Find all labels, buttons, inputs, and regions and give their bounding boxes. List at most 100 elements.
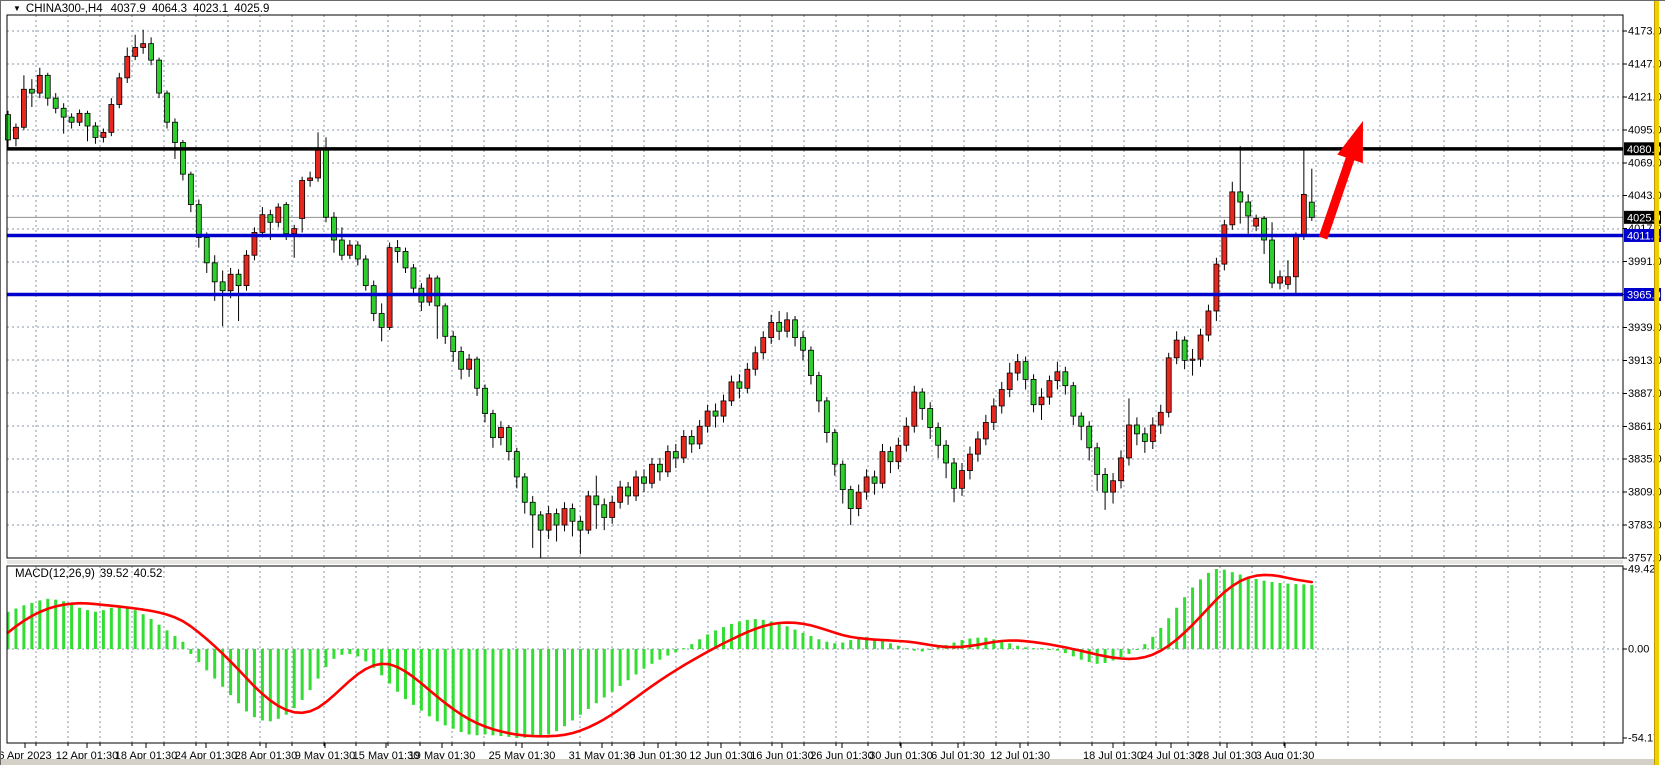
candle-body bbox=[808, 349, 814, 376]
candle-body bbox=[164, 92, 170, 123]
macd-bar bbox=[1143, 644, 1147, 649]
price-badge bbox=[1624, 142, 1661, 156]
macd-bar bbox=[252, 649, 256, 718]
candle-body bbox=[919, 391, 926, 409]
macd-bar bbox=[594, 649, 598, 704]
macd-bar bbox=[229, 649, 233, 696]
candle-body bbox=[1149, 424, 1156, 442]
candle-body bbox=[362, 258, 369, 287]
macd-bar bbox=[427, 649, 431, 717]
macd-bar bbox=[245, 649, 248, 712]
window-divider-strip[interactable] bbox=[1655, 1, 1659, 765]
price-axis-label: 4095.0 bbox=[1628, 124, 1662, 136]
candle-body bbox=[577, 520, 584, 531]
candle-body bbox=[1134, 424, 1140, 435]
macd-bar bbox=[873, 638, 877, 649]
candle-body bbox=[585, 495, 592, 531]
macd-bar bbox=[809, 636, 813, 649]
candle-body bbox=[410, 267, 417, 289]
macd-name: MACD(12,26,9) bbox=[15, 568, 95, 580]
candle-body bbox=[235, 273, 242, 287]
candle-body bbox=[346, 244, 353, 256]
candle-body bbox=[641, 476, 647, 484]
macd-bar bbox=[928, 649, 932, 650]
macd-bar bbox=[515, 649, 519, 738]
symbol-period-label: CHINA300-,H4 bbox=[25, 3, 103, 15]
macd-bar bbox=[936, 647, 940, 649]
candle-body bbox=[601, 504, 608, 518]
candle-body bbox=[1300, 194, 1307, 237]
macd-bar bbox=[753, 619, 757, 649]
macd-panel-border bbox=[6, 565, 1624, 744]
panel-separator[interactable] bbox=[7, 560, 1623, 564]
candle-body bbox=[633, 476, 639, 497]
candle-body bbox=[998, 389, 1005, 407]
candle-body bbox=[712, 410, 719, 417]
symbol-dropdown-icon[interactable]: ▼ bbox=[13, 4, 21, 13]
macd-bar bbox=[499, 649, 503, 737]
price-axis-label: 4043.0 bbox=[1628, 190, 1662, 202]
macd-bar bbox=[86, 610, 89, 649]
macd-bar bbox=[125, 607, 129, 649]
macd-bar bbox=[372, 649, 376, 668]
candle-body bbox=[36, 74, 43, 94]
macd-bar bbox=[825, 641, 829, 649]
candle-body bbox=[156, 59, 162, 94]
macd-bar bbox=[133, 610, 137, 649]
candle-body bbox=[251, 232, 258, 256]
macd-bar bbox=[157, 624, 161, 649]
macd-bar bbox=[1270, 581, 1274, 649]
candle-body bbox=[505, 427, 512, 452]
macd-axis-label: -54.17 bbox=[1628, 733, 1659, 745]
macd-bar bbox=[93, 611, 97, 649]
candle-body bbox=[1062, 371, 1069, 387]
candle-body bbox=[728, 381, 735, 402]
macd-bar bbox=[531, 649, 535, 737]
candle-body bbox=[84, 112, 91, 127]
macd-bar bbox=[1246, 576, 1250, 649]
macd-bar bbox=[6, 611, 10, 649]
macd-bar bbox=[46, 598, 50, 649]
candle-body bbox=[1141, 433, 1148, 442]
candle-body bbox=[1014, 361, 1021, 374]
price-axis-label: 3757.0 bbox=[1628, 553, 1662, 565]
candle-body bbox=[720, 400, 727, 417]
candle-body bbox=[394, 247, 401, 252]
candle-body bbox=[354, 244, 361, 260]
macd-bar bbox=[1063, 649, 1067, 654]
macd-bar bbox=[340, 649, 344, 655]
candle-body bbox=[490, 413, 496, 439]
candle-body bbox=[402, 251, 409, 269]
macd-bar bbox=[1087, 649, 1091, 663]
candle-body bbox=[1197, 334, 1204, 360]
price-badge-text: 3965.0 bbox=[1627, 290, 1661, 302]
macd-bar bbox=[833, 643, 837, 649]
macd-bar bbox=[714, 630, 718, 649]
macd-bar bbox=[268, 649, 272, 722]
candle-body bbox=[609, 501, 616, 518]
macd-bar bbox=[650, 649, 654, 664]
macd-bar bbox=[459, 649, 463, 732]
macd-bar bbox=[658, 649, 662, 660]
macd-bar bbox=[841, 642, 845, 649]
price-axis-label: 4121.0 bbox=[1628, 91, 1662, 103]
candle-body bbox=[211, 262, 218, 283]
candle-body bbox=[28, 88, 35, 94]
candle-body bbox=[680, 435, 687, 459]
trend-arrow[interactable] bbox=[1318, 121, 1363, 240]
candle-body bbox=[657, 463, 663, 473]
macd-histogram bbox=[6, 569, 1314, 738]
macd-bar bbox=[1047, 649, 1051, 650]
candle-body bbox=[338, 239, 345, 256]
macd-bar bbox=[1032, 648, 1036, 650]
macd-bar bbox=[1302, 584, 1306, 649]
ohlc-high-value: 4064.3 bbox=[151, 3, 187, 15]
macd-bar bbox=[706, 634, 710, 649]
macd-bar bbox=[284, 649, 288, 715]
candle-body bbox=[593, 495, 600, 506]
candle-body bbox=[545, 513, 552, 531]
candle-body bbox=[1046, 380, 1053, 398]
macd-bar bbox=[54, 599, 58, 649]
